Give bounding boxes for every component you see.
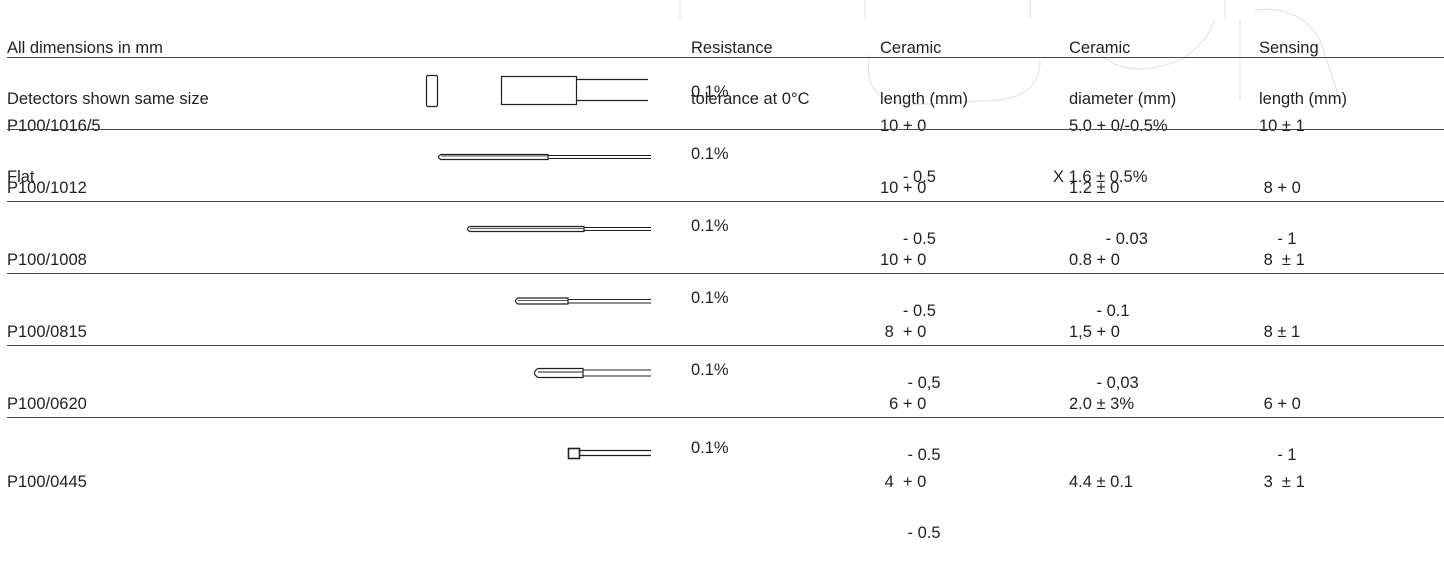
diameter-cell: 2.0 ± 3%	[1069, 362, 1134, 447]
row-divider	[7, 201, 1444, 202]
sensing-value: 3 ± 1	[1259, 473, 1305, 491]
col-header-diameter-l2: diameter (mm)	[1069, 90, 1177, 108]
diameter-value: 0.8 + 0	[1069, 251, 1120, 269]
model-cell: P100/1008	[7, 218, 87, 303]
col-header-tolerance: Resistance tolerance at 0°C	[691, 6, 810, 125]
sensing-value: 8 ± 1	[1259, 251, 1305, 269]
sensing-cell: 8 ± 1	[1259, 218, 1305, 303]
diameter-cell: 0.8 + 0 - 0.1	[1069, 218, 1130, 354]
col-header-length-l2: length (mm)	[880, 90, 969, 108]
length-cell: 10 + 0 - 0.5	[880, 218, 936, 354]
diameter-value: 2.0 ± 3%	[1069, 395, 1135, 413]
col-header-diameter: Ceramic diameter (mm)	[1069, 6, 1176, 125]
sensing-cell: 3 ± 1	[1259, 440, 1305, 525]
tolerance-cell: 0.1%	[691, 83, 729, 101]
diameter-tolerance: - 0,03	[1069, 374, 1139, 392]
model-name: P100/1012	[7, 179, 87, 197]
model-cell: P100/0815	[7, 290, 87, 375]
diameter-value: 5.0 + 0/-0.5%	[1069, 117, 1168, 135]
sensing-tolerance: - 1	[1259, 230, 1297, 248]
header-divider	[7, 57, 1444, 58]
length-cell: 10 + 0 - 0.5	[880, 146, 936, 282]
sensing-value: 8 + 0	[1259, 179, 1301, 197]
length-cell: 4 + 0 - 0.5	[880, 440, 941, 576]
model-name: P100/0620	[7, 395, 87, 413]
sensing-value: 8 ± 1	[1259, 323, 1301, 341]
length-tolerance: - 0.5	[880, 230, 936, 248]
tolerance-cell: 0.1%	[691, 439, 729, 457]
length-tolerance: - 0,5	[880, 374, 941, 392]
col-header-sensing: Sensing length (mm)	[1259, 6, 1347, 125]
tolerance-cell: 0.1%	[691, 361, 729, 379]
tolerance-cell: 0.1%	[691, 145, 729, 163]
model-cell: P100/0620	[7, 362, 87, 447]
length-tolerance: - 0.5	[880, 168, 936, 186]
diameter-value: 1.2 ± 0	[1069, 179, 1120, 197]
length-cell: 10 + 0 - 0.5	[880, 84, 936, 220]
row-divider	[7, 345, 1444, 346]
diameter-tolerance: - 0.03	[1069, 230, 1148, 248]
diameter-cell: 4.4 ± 0.1	[1069, 440, 1133, 525]
tolerance-cell: 0.1%	[691, 217, 729, 235]
length-value: 10 + 0	[880, 251, 927, 269]
diameter-value: 1,5 + 0	[1069, 323, 1120, 341]
diameter-cell: 1,5 + 0 - 0,03	[1069, 290, 1139, 426]
sensing-tolerance: - 1	[1259, 446, 1297, 464]
col-header-tolerance-l1: Resistance	[691, 39, 773, 57]
col-header-length: Ceramic length (mm)	[880, 6, 968, 125]
row-divider	[7, 129, 1444, 130]
length-value: 4 + 0	[880, 473, 927, 491]
col-header-length-l1: Ceramic	[880, 39, 942, 57]
sensing-cell: 8 + 0 - 1	[1259, 146, 1301, 282]
model-name: P100/1008	[7, 251, 87, 269]
row-divider	[7, 273, 1444, 274]
model-name: P100/0815	[7, 323, 87, 341]
diameter-value: 4.4 ± 0.1	[1069, 473, 1134, 491]
sensing-value: 6 + 0	[1259, 395, 1301, 413]
short-probe-icon	[514, 297, 651, 305]
model-cell: P100/1016/5 Flat	[7, 84, 101, 220]
length-cell: 8 + 0 - 0,5	[880, 290, 941, 426]
model-name: P100/1016/5	[7, 117, 101, 135]
length-tolerance: - 0.5	[880, 524, 941, 542]
sensing-cell: 10 ± 1	[1259, 84, 1305, 203]
model-cell: P100/1012	[7, 146, 87, 231]
length-value: 10 + 0	[880, 179, 927, 197]
thin-probe-icon	[466, 225, 651, 233]
length-value: 6 + 0	[880, 395, 927, 413]
col-header-diameter-l1: Ceramic	[1069, 39, 1131, 57]
sensing-cell: 8 ± 1	[1259, 290, 1301, 375]
long-probe-icon	[437, 153, 651, 161]
col-header-tolerance-l2: tolerance at 0°C	[691, 90, 810, 108]
wide-probe-icon	[533, 367, 651, 379]
tolerance-cell: 0.1%	[691, 289, 729, 307]
row-divider	[7, 417, 1444, 418]
sensing-value: 10 ± 1	[1259, 117, 1305, 135]
note-line-2: Detectors shown same size	[7, 90, 209, 108]
chip-detector-icon	[567, 447, 651, 460]
note-line-1: All dimensions in mm	[7, 39, 163, 57]
length-tolerance: - 0.5	[880, 446, 941, 464]
dimension-note: All dimensions in mm Detectors shown sam…	[7, 6, 209, 125]
length-tolerance: - 0.5	[880, 302, 936, 320]
diameter-cell: 1.2 ± 0 - 0.03	[1069, 146, 1148, 282]
model-subtype: Flat	[7, 168, 35, 186]
flat-detector-icon	[425, 74, 648, 108]
length-value: 8 + 0	[880, 323, 927, 341]
diameter-cell: 5.0 + 0/-0.5% X 1.6 ± 0.5%	[1053, 84, 1168, 220]
model-name: P100/0445	[7, 473, 87, 491]
length-cell: 6 + 0 - 0.5	[880, 362, 941, 498]
col-header-sensing-l2: length (mm)	[1259, 90, 1348, 108]
sensing-cell: 6 + 0 - 1	[1259, 362, 1301, 498]
col-header-sensing-l1: Sensing	[1259, 39, 1319, 57]
length-value: 10 + 0	[880, 117, 927, 135]
diameter-tolerance: - 0.1	[1069, 302, 1130, 320]
diameter-tolerance: X 1.6 ± 0.5%	[1053, 168, 1148, 186]
